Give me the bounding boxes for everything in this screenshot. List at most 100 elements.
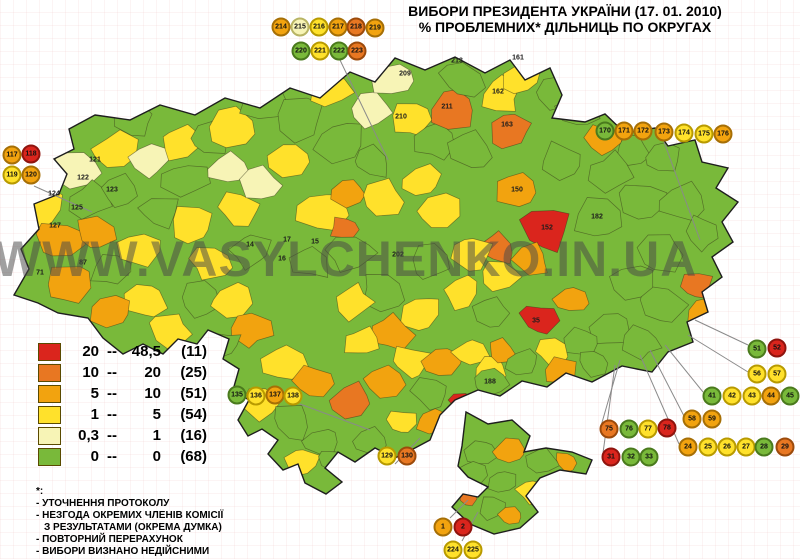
map-district-patch [443,274,478,312]
title-line2: % ПРОБЛЕМНИХ* ДІЛЬНИЦЬ ПО ОКРУГАХ [418,19,712,35]
district-circle-24: 24 [678,437,698,457]
map-district-patch [291,364,335,398]
footnote-line: - ВИБОРИ ВИЗНАНО НЕДІЙСНИМИ [36,546,210,557]
district-circle-28: 28 [754,437,774,457]
legend-dash: -- [107,385,117,402]
connector-line [687,334,749,373]
map-district-patch [401,163,442,196]
map-district-patch [385,410,417,433]
footnote-line: З РЕЗУЛЬТАТАМИ (ОКРЕМА ДУМКА) [44,522,222,533]
title-line1: ВИБОРИ ПРЕЗИДЕНТА УКРАЇНИ (17. 01. 2010) [408,3,722,19]
map-district-patch [354,143,388,178]
footnote-line: *: [36,486,44,497]
map-district-patch [447,129,493,168]
district-circle-170: 170 [595,121,615,141]
connector-line [33,185,93,213]
map-district-patch [239,164,284,200]
map-district-patch [362,364,407,399]
district-circle-172: 172 [633,121,653,141]
map-district-patch [160,165,211,198]
map-district-patch [409,377,447,411]
district-circle-135: 135 [227,385,247,405]
map-district-patch [328,380,371,420]
map-district-patch [556,452,578,474]
map-district-patch [588,313,631,345]
map-district-patch [399,298,439,331]
map-district-patch [525,445,561,474]
legend-count: (51) [180,385,207,402]
legend-to: 1 [152,427,161,444]
legend-from: 20 [82,343,99,360]
district-circle-220: 220 [291,41,311,61]
legend-count: (16) [180,427,207,444]
legend-to: 0 [152,448,161,465]
legend-from: 0,3 [78,427,99,444]
map-district-patch [173,206,213,245]
district-circle-176: 176 [713,124,733,144]
map-district-patch [116,233,161,268]
district-circle-225: 225 [463,540,483,559]
district-circle-25: 25 [698,437,718,457]
map-district-patch [504,348,537,376]
connector-line [649,349,685,417]
map-district-patch [482,261,523,292]
map-district-patch [412,243,450,280]
legend-from: 0 [90,448,99,465]
map-district-patch [230,312,275,349]
district-circle-216: 216 [309,17,329,37]
district-circle-52: 52 [767,338,787,358]
map-district-patch [496,506,522,525]
district-circle-76: 76 [619,419,639,439]
district-circle-117: 117 [2,145,22,165]
map-district-patch [188,247,234,281]
district-circle-224: 224 [443,540,463,559]
district-circle-129: 129 [377,446,397,466]
map-title: ВИБОРИ ПРЕЗИДЕНТА УКРАЇНИ (17. 01. 2010)… [330,3,800,35]
map-district-patch [181,280,222,319]
map-district-patch [312,123,362,165]
map-district-patch [615,134,652,166]
legend-row: 5 -- 10 (51) [38,383,207,404]
district-circle-173: 173 [654,122,674,142]
map-district-patch [491,437,525,464]
legend-dash: -- [107,364,117,381]
connector-line [602,364,616,454]
legend-color-swatch [38,384,61,403]
map-district-patch [541,140,581,181]
map-district-patch [137,198,179,230]
district-circle-1: 1 [433,517,453,537]
map-district-patch [162,123,199,162]
map-district-patch [100,172,138,209]
district-circle-2: 2 [453,517,473,537]
district-circle-59: 59 [702,409,722,429]
connector-line [449,499,469,519]
district-circle-219: 219 [365,18,385,38]
district-circle-78: 78 [657,418,677,438]
district-circle-119: 119 [2,165,22,185]
legend-from: 5 [90,385,99,402]
legend-to: 10 [144,385,161,402]
district-circle-214: 214 [271,17,291,37]
map-district-patch [573,197,623,237]
district-circle-221: 221 [310,41,330,61]
map-district-patch [77,215,118,248]
footnote-line: - ПОВТОРНИЙ ПЕРЕРАХУНОК [36,534,183,545]
map-district-patch [227,234,272,271]
district-circle-33: 33 [639,447,659,467]
legend-color-swatch [38,405,61,424]
district-circle-171: 171 [614,121,634,141]
legend-row: 0 -- 0 (68) [38,446,207,467]
district-circle-175: 175 [694,124,714,144]
map-district-patch [490,337,516,364]
map-district-patch [413,122,456,161]
map-district-patch [474,367,511,398]
map-district-patch [491,113,532,150]
legend: 20 -- 48,5 (11) 10 -- 20 (25) 5 -- 10 (51) 1 -- 5 (54) 0… [38,341,207,467]
map-district-patch [123,284,169,318]
map-district-patch [496,172,537,207]
connector-line [339,59,389,161]
map-district-patch [658,180,705,222]
legend-to: 20 [144,364,161,381]
legend-from: 1 [90,406,99,423]
connector-line [600,359,621,427]
